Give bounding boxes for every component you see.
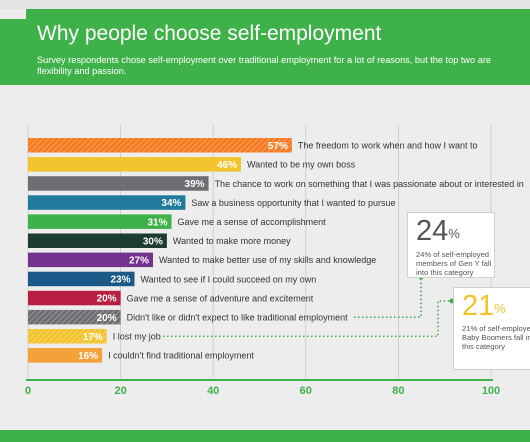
- callout-boomers-connector: [163, 300, 452, 338]
- bar-value-label: 46%: [217, 160, 237, 171]
- bar: [28, 348, 103, 363]
- callout-gen-y-suffix: %: [448, 226, 460, 241]
- callout-gen-y-percent: 24%: [416, 215, 460, 247]
- bar: [28, 329, 107, 344]
- bar-value-label: 17%: [83, 332, 103, 343]
- header-notch: [0, 9, 26, 19]
- page-title: Why people choose self-employment: [37, 22, 382, 45]
- x-tick-label: 100: [482, 385, 500, 397]
- bar-category-label: I lost my job: [113, 332, 161, 342]
- callout-gen-y-text: 24% of self-employed members of Gen Y fa…: [416, 250, 492, 277]
- bar: [28, 271, 135, 287]
- top-strip: [0, 0, 530, 9]
- footer-bar: [0, 430, 530, 442]
- bar: [28, 290, 121, 306]
- bar-chart: 0 20 40 60 80 100 57% The freedom to work when …: [25, 125, 524, 397]
- callout-boomers-text-line: 21% of self-employed: [462, 324, 530, 333]
- bar-value-label: 34%: [161, 198, 181, 209]
- chart-area: 0 20 40 60 80 100 57% The freedom to work when …: [0, 85, 530, 430]
- bar-category-label: Wanted to be my own boss: [247, 160, 356, 170]
- callout-boomers-percent: 21%: [462, 290, 506, 322]
- bar-value-label: 30%: [143, 236, 163, 247]
- callout-boomers-text-line: this category: [462, 342, 506, 351]
- callout-gen-y: 24% 24% of self-employed members of Gen …: [407, 212, 495, 278]
- page-subtitle: Survey respondents chose self-employment…: [37, 55, 491, 76]
- bar: [28, 138, 292, 153]
- callout-gen-y-connector: [354, 277, 422, 318]
- bar-value-label: 39%: [185, 179, 205, 190]
- bar-value-label: 20%: [97, 313, 117, 324]
- bar-category-label: Wanted to see if I could succeed on my o…: [140, 274, 316, 284]
- callout-boomers-suffix: %: [494, 301, 506, 316]
- bar: [28, 214, 172, 229]
- bar: [28, 309, 121, 325]
- bar: [28, 176, 209, 191]
- bar: [28, 252, 154, 268]
- x-tick-label: 40: [207, 385, 219, 397]
- bar-value-label: 23%: [110, 275, 130, 286]
- bar: [28, 157, 241, 172]
- bar-category-label: Wanted to make better use of my skills a…: [159, 255, 376, 265]
- x-tick-label: 60: [300, 385, 312, 397]
- callout-boomers-text-line: Baby Boomers fall into: [462, 333, 530, 342]
- bar-value-label: 31%: [148, 217, 168, 228]
- x-tick-label: 80: [392, 385, 404, 397]
- callout-gen-y-number: 24: [416, 215, 449, 247]
- bar-value-label: 57%: [268, 141, 288, 152]
- bar-category-label: Gave me a sense of adventure and excitem…: [127, 293, 314, 303]
- x-tick-label: 20: [114, 385, 126, 397]
- bar-category-label: I couldn't find traditional employment: [108, 351, 254, 361]
- bar-category-label: The freedom to work when and how I want …: [298, 141, 478, 151]
- bar-value-label: 20%: [97, 294, 117, 305]
- bar-category-label: The chance to work on something that I w…: [215, 179, 524, 189]
- bar-category-label: Gave me a sense of accomplishment: [178, 217, 327, 227]
- bar-category-label: Saw a business opportunity that I wanted…: [191, 198, 395, 208]
- header-banner: [0, 9, 530, 85]
- callout-baby-boomers: 21% 21% of self-employed Baby Boomers fa…: [453, 287, 530, 370]
- bar-category-label: Didn't like or didn't expect to like tra…: [127, 312, 349, 322]
- bar: [28, 195, 186, 210]
- bar-category-label: Wanted to make more money: [173, 236, 291, 246]
- callout-boomers-text: 21% of self-employed Baby Boomers fall i…: [462, 324, 530, 351]
- x-tick-label: 0: [25, 385, 31, 397]
- callout-boomers-number: 21: [462, 290, 495, 322]
- bar: [28, 233, 167, 248]
- bar-value-label: 16%: [78, 351, 98, 362]
- bar-value-label: 27%: [129, 255, 149, 266]
